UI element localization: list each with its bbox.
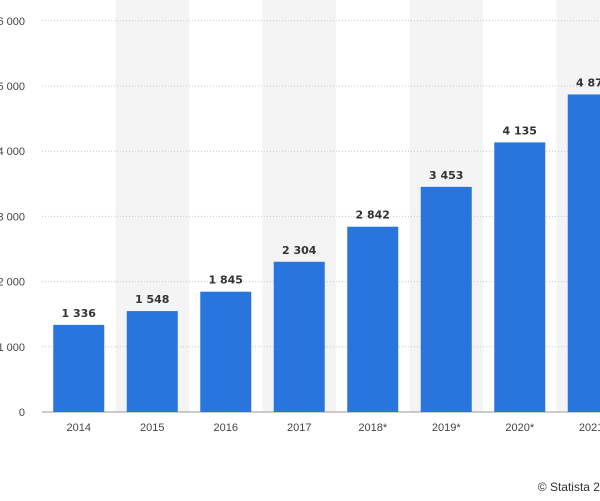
y-tick-label: 5 000 (0, 81, 25, 93)
y-tick-label: 2 000 (0, 277, 25, 289)
data-labels: 1 336 1 548 1 845 2 304 2 842 3 453 4 135 4 870 (62, 76, 600, 319)
bar (567, 94, 600, 412)
bar (273, 261, 325, 412)
data-label: 3 453 (429, 169, 463, 182)
x-tick-label: 2018* (358, 422, 387, 434)
x-tick-label: 2019* (432, 422, 461, 434)
data-label: 1 845 (209, 274, 243, 287)
y-tick-label: 3 000 (0, 211, 25, 223)
data-label: 1 548 (135, 293, 169, 306)
data-label: 1 336 (62, 307, 97, 320)
x-tick-label: 2016 (214, 422, 238, 434)
y-tick-label: 1 000 (0, 342, 25, 354)
data-label: 2 842 (356, 209, 390, 222)
bar (347, 226, 399, 412)
bar (200, 291, 252, 412)
y-tick-label: 0 (19, 407, 25, 419)
bar (494, 142, 546, 412)
data-label: 4 870 (576, 76, 600, 89)
data-label: 2 304 (282, 244, 317, 257)
x-tick-label: 2014 (67, 422, 91, 434)
x-tick-label: 2020* (505, 422, 534, 434)
bar (126, 311, 178, 412)
bar (420, 186, 472, 412)
y-axis-ticks: 0 1 000 2 000 3 000 4 000 5 000 6 000 (0, 16, 25, 419)
statista-credit[interactable]: © Statista 2021 (537, 480, 600, 494)
y-tick-label: 6 000 (0, 16, 25, 28)
y-tick-label: 4 000 (0, 146, 25, 158)
data-label: 4 135 (503, 124, 537, 137)
x-axis-ticks: 2014 2015 2016 2017 2018* 2019* 2020* 2021* (67, 422, 600, 434)
x-tick-label: 2021* (579, 422, 600, 434)
x-tick-label: 2017 (287, 422, 311, 434)
bars (53, 94, 600, 412)
bar (53, 324, 105, 412)
x-tick-label: 2015 (140, 422, 164, 434)
